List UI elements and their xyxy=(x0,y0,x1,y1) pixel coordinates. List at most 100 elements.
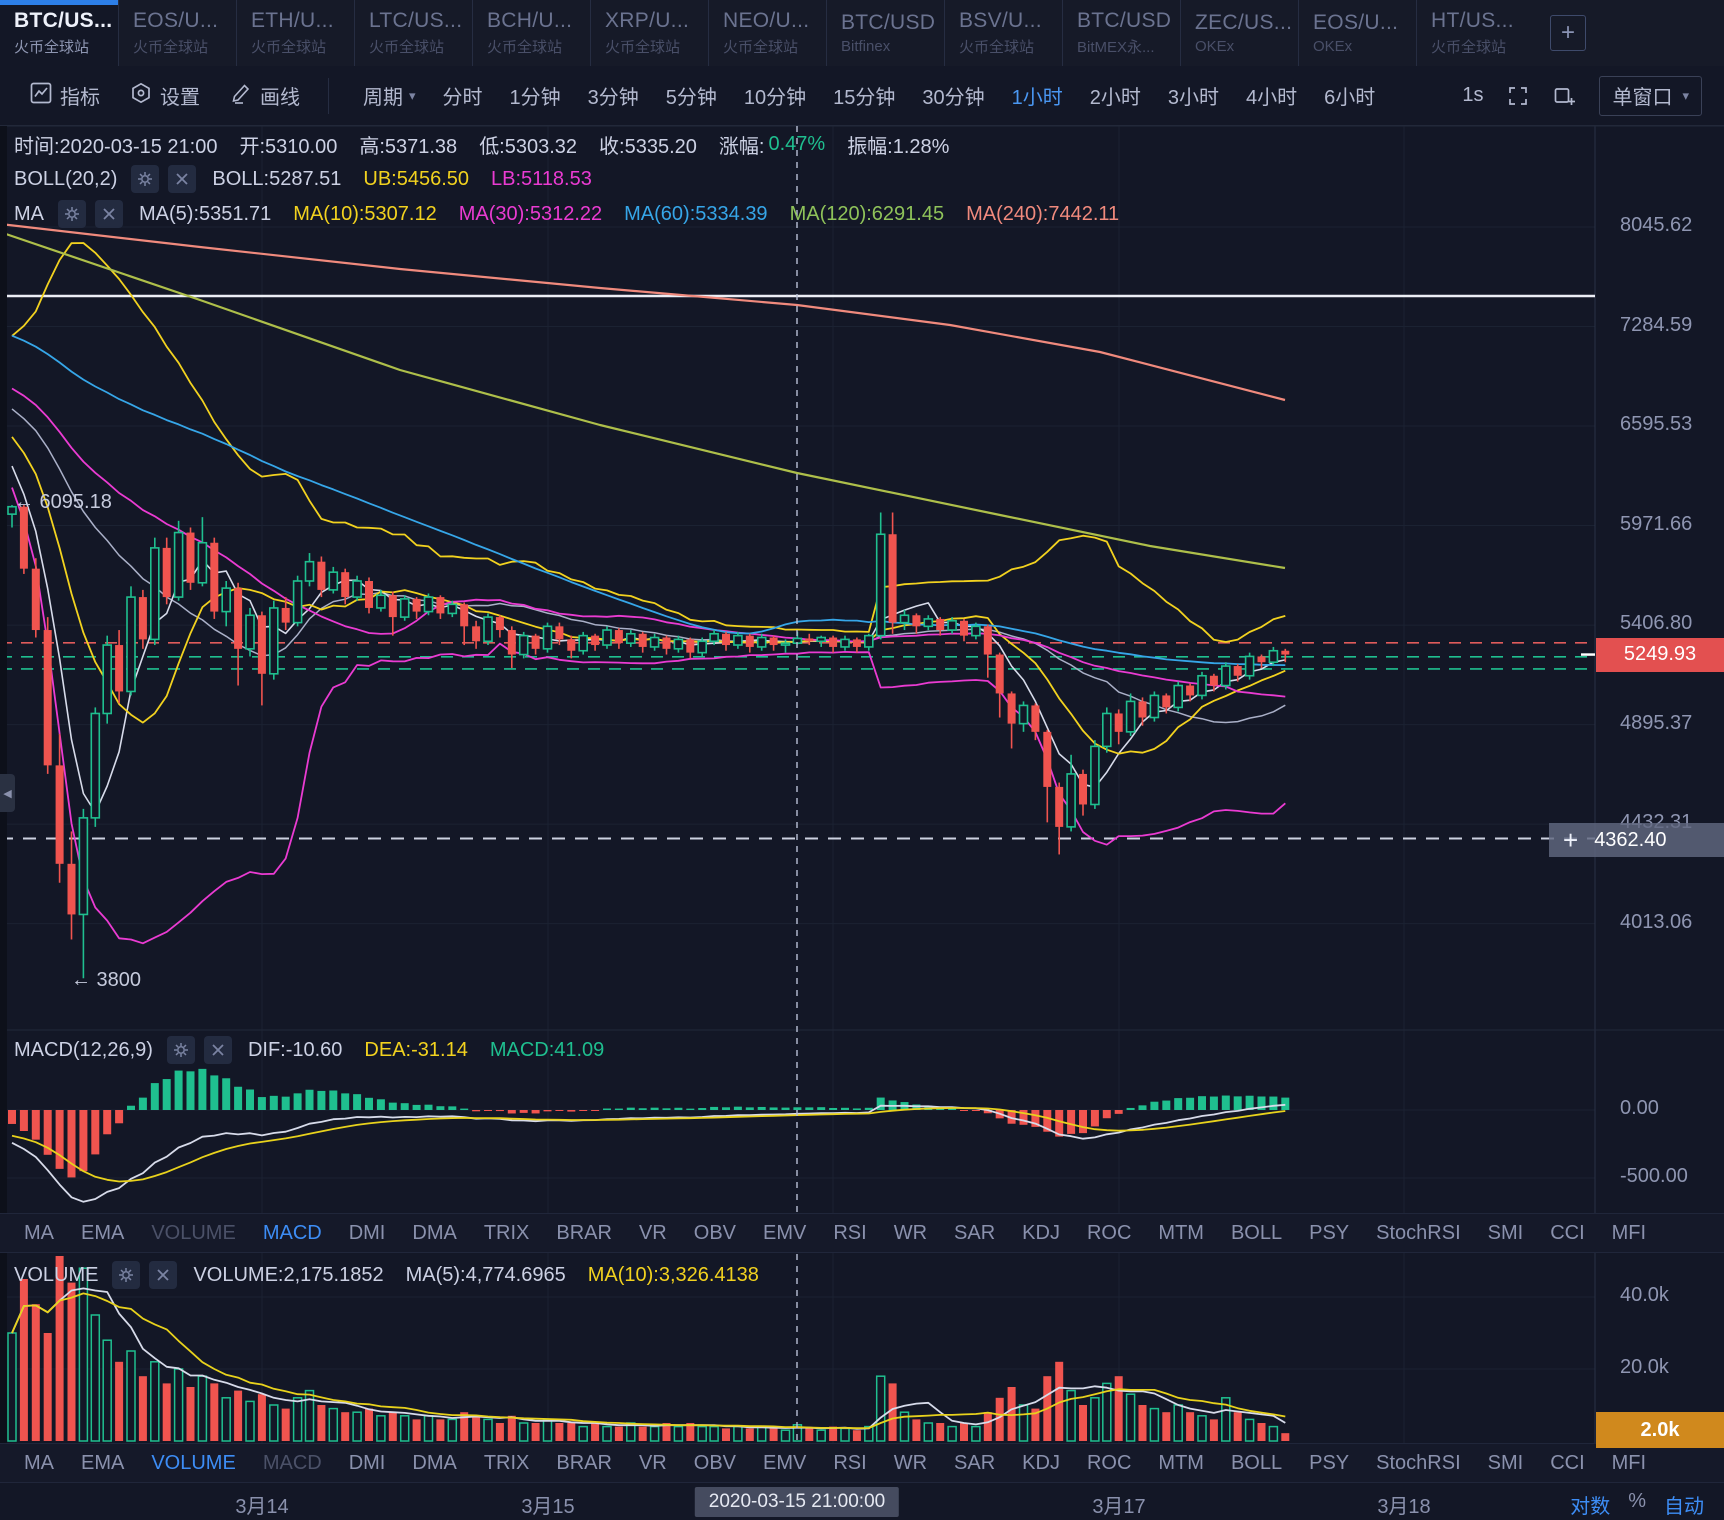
indicator-tab-ema[interactable]: EMA xyxy=(81,1221,125,1244)
scale-toggle-%[interactable]: % xyxy=(1628,1490,1646,1512)
indicator-tab-stochrsi[interactable]: StochRSI xyxy=(1376,1451,1461,1474)
period-1小时[interactable]: 1小时 xyxy=(1011,87,1063,109)
indicator-tab-vr[interactable]: VR xyxy=(638,1451,667,1474)
indicator-tab-trix[interactable]: TRIX xyxy=(483,1451,530,1474)
settings-icon[interactable] xyxy=(166,1036,195,1064)
indicator-tab-kdj[interactable]: KDJ xyxy=(1022,1451,1060,1474)
symbol-tab-htus[interactable]: HT/US... 火币全球站 xyxy=(1416,0,1534,66)
crosshair-time-badge: 2020-03-15 21:00:00 xyxy=(694,1487,900,1517)
symbol-tab-eosu[interactable]: EOS/U... OKEx xyxy=(1298,0,1416,66)
indicator-tab-rsi[interactable]: RSI xyxy=(833,1221,867,1244)
symbol-tab-btcusd[interactable]: BTC/USD Bitfinex xyxy=(826,0,944,66)
period-5分钟[interactable]: 5分钟 xyxy=(665,87,717,109)
indicator-tab-volume[interactable]: VOLUME xyxy=(151,1221,236,1244)
indicator-tab-vr[interactable]: VR xyxy=(638,1221,667,1244)
tab-symbol: BCH/U... xyxy=(487,9,573,32)
indicator-tab-dma[interactable]: DMA xyxy=(412,1221,457,1244)
indicator-tab-ma[interactable]: MA xyxy=(24,1221,54,1244)
symbol-tab-btcus[interactable]: BTC/US... 火币全球站 xyxy=(0,0,118,66)
volume-legend-row: VOLUME VOLUME:2,175.1852 MA(5):4,774.6965 M… xyxy=(14,1261,781,1289)
close-icon[interactable] xyxy=(149,1261,178,1289)
indicator-tab-sar[interactable]: SAR xyxy=(954,1451,996,1474)
symbol-tab-bchu[interactable]: BCH/U... 火币全球站 xyxy=(472,0,590,66)
period-15分钟[interactable]: 15分钟 xyxy=(833,87,896,109)
indicator-tab-macd[interactable]: MACD xyxy=(262,1221,322,1244)
close-icon[interactable] xyxy=(95,200,123,228)
indicator-tab-smi[interactable]: SMI xyxy=(1487,1221,1524,1244)
indicator-tab-stochrsi[interactable]: StochRSI xyxy=(1376,1221,1461,1244)
add-pane-icon[interactable] xyxy=(1553,85,1576,107)
indicator-tab-ema[interactable]: EMA xyxy=(81,1451,125,1474)
symbol-tab-bsvu[interactable]: BSV/U... 火币全球站 xyxy=(944,0,1062,66)
period-2小时[interactable]: 2小时 xyxy=(1089,87,1141,109)
period-3分钟[interactable]: 3分钟 xyxy=(587,87,639,109)
period-分时[interactable]: 分时 xyxy=(442,87,483,109)
indicator-tab-macd[interactable]: MACD xyxy=(262,1451,322,1474)
period-4小时[interactable]: 4小时 xyxy=(1246,87,1298,109)
close-icon[interactable] xyxy=(203,1036,232,1064)
indicator-tab-sar[interactable]: SAR xyxy=(954,1221,996,1244)
ohlc-value: 收:5335.20 xyxy=(599,136,697,158)
indicator-tab-trix[interactable]: TRIX xyxy=(483,1221,530,1244)
symbol-tab-ltcus[interactable]: LTC/US... 火币全球站 xyxy=(354,0,472,66)
period-1分钟[interactable]: 1分钟 xyxy=(509,87,561,109)
settings-icon[interactable] xyxy=(131,165,160,193)
window-mode-dropdown[interactable]: 单窗口 ▾ xyxy=(1599,75,1702,116)
indicator-tab-brar[interactable]: BRAR xyxy=(556,1451,612,1474)
indicator-tab-ma[interactable]: MA xyxy=(24,1451,54,1474)
indicator-tab-mfi[interactable]: MFI xyxy=(1611,1451,1647,1474)
indicator-tab-boll[interactable]: BOLL xyxy=(1230,1221,1283,1244)
symbol-tab-eosu[interactable]: EOS/U... 火币全球站 xyxy=(118,0,236,66)
period-3小时[interactable]: 3小时 xyxy=(1167,87,1220,109)
tab-symbol: EOS/U... xyxy=(1313,11,1399,34)
indicator-tab-psy[interactable]: PSY xyxy=(1309,1451,1350,1474)
symbol-tab-ethu[interactable]: ETH/U... 火币全球站 xyxy=(236,0,354,66)
indicator-tab-emv[interactable]: EMV xyxy=(763,1451,807,1474)
period-dropdown[interactable]: 周期 ▾ xyxy=(363,81,416,110)
symbol-tab-btcusd[interactable]: BTC/USD BitMEX永... xyxy=(1062,0,1180,66)
gear-tool-button[interactable]: 设置 xyxy=(130,81,200,110)
fullscreen-icon[interactable] xyxy=(1507,85,1529,107)
settings-icon[interactable] xyxy=(58,200,86,228)
indicator-tab-kdj[interactable]: KDJ xyxy=(1022,1221,1060,1244)
time-axis[interactable]: 3月14 3月15 3月17 3月18 2020-03-15 21:00:00 对数% 自动 xyxy=(0,1483,1724,1520)
add-symbol-tab-button[interactable]: + xyxy=(1550,15,1586,51)
indicator-tab-obv[interactable]: OBV xyxy=(693,1451,737,1474)
collapse-panel-handle[interactable]: ◀ xyxy=(0,774,15,812)
add-order-icon[interactable]: + xyxy=(1563,824,1579,855)
period-6小时[interactable]: 6小时 xyxy=(1324,87,1376,109)
indicator-tab-emv[interactable]: EMV xyxy=(763,1221,807,1244)
date-label: 3月15 xyxy=(521,1496,575,1518)
indicator-tab-wr[interactable]: WR xyxy=(893,1221,928,1244)
close-icon[interactable] xyxy=(168,165,197,193)
indicator-tab-dmi[interactable]: DMI xyxy=(348,1221,386,1244)
indicator-tab-dma[interactable]: DMA xyxy=(412,1451,457,1474)
chart-line-tool-button[interactable]: 指标 xyxy=(30,81,100,110)
settings-icon[interactable] xyxy=(112,1261,141,1289)
indicator-tab-mtm[interactable]: MTM xyxy=(1158,1221,1204,1244)
indicator-tab-smi[interactable]: SMI xyxy=(1487,1451,1524,1474)
indicator-tab-psy[interactable]: PSY xyxy=(1309,1221,1350,1244)
indicator-tab-mtm[interactable]: MTM xyxy=(1158,1451,1204,1474)
symbol-tab-neou[interactable]: NEO/U... 火币全球站 xyxy=(708,0,826,66)
indicator-tab-brar[interactable]: BRAR xyxy=(556,1221,612,1244)
indicator-tab-rsi[interactable]: RSI xyxy=(833,1451,867,1474)
indicator-tab-roc[interactable]: ROC xyxy=(1086,1221,1132,1244)
indicator-tab-obv[interactable]: OBV xyxy=(693,1221,737,1244)
symbol-tab-xrpu[interactable]: XRP/U... 火币全球站 xyxy=(590,0,708,66)
indicator-tab-dmi[interactable]: DMI xyxy=(348,1451,386,1474)
indicator-tab-mfi[interactable]: MFI xyxy=(1611,1221,1647,1244)
indicator-tab-roc[interactable]: ROC xyxy=(1086,1451,1132,1474)
period-10分钟[interactable]: 10分钟 xyxy=(743,87,807,109)
indicator-tab-volume[interactable]: VOLUME xyxy=(151,1451,236,1474)
indicator-tab-boll[interactable]: BOLL xyxy=(1230,1451,1283,1474)
scale-toggle-对数[interactable]: 对数 xyxy=(1570,1496,1611,1518)
period-30分钟[interactable]: 30分钟 xyxy=(922,87,985,109)
indicator-tab-cci[interactable]: CCI xyxy=(1550,1451,1585,1474)
indicator-tab-wr[interactable]: WR xyxy=(893,1451,928,1474)
indicator-tab-cci[interactable]: CCI xyxy=(1550,1221,1585,1244)
symbol-tab-zecus[interactable]: ZEC/US... OKEx xyxy=(1180,0,1298,66)
scale-toggle-自动[interactable]: 自动 xyxy=(1664,1496,1704,1518)
pencil-tool-button[interactable]: 画线 xyxy=(230,81,300,110)
